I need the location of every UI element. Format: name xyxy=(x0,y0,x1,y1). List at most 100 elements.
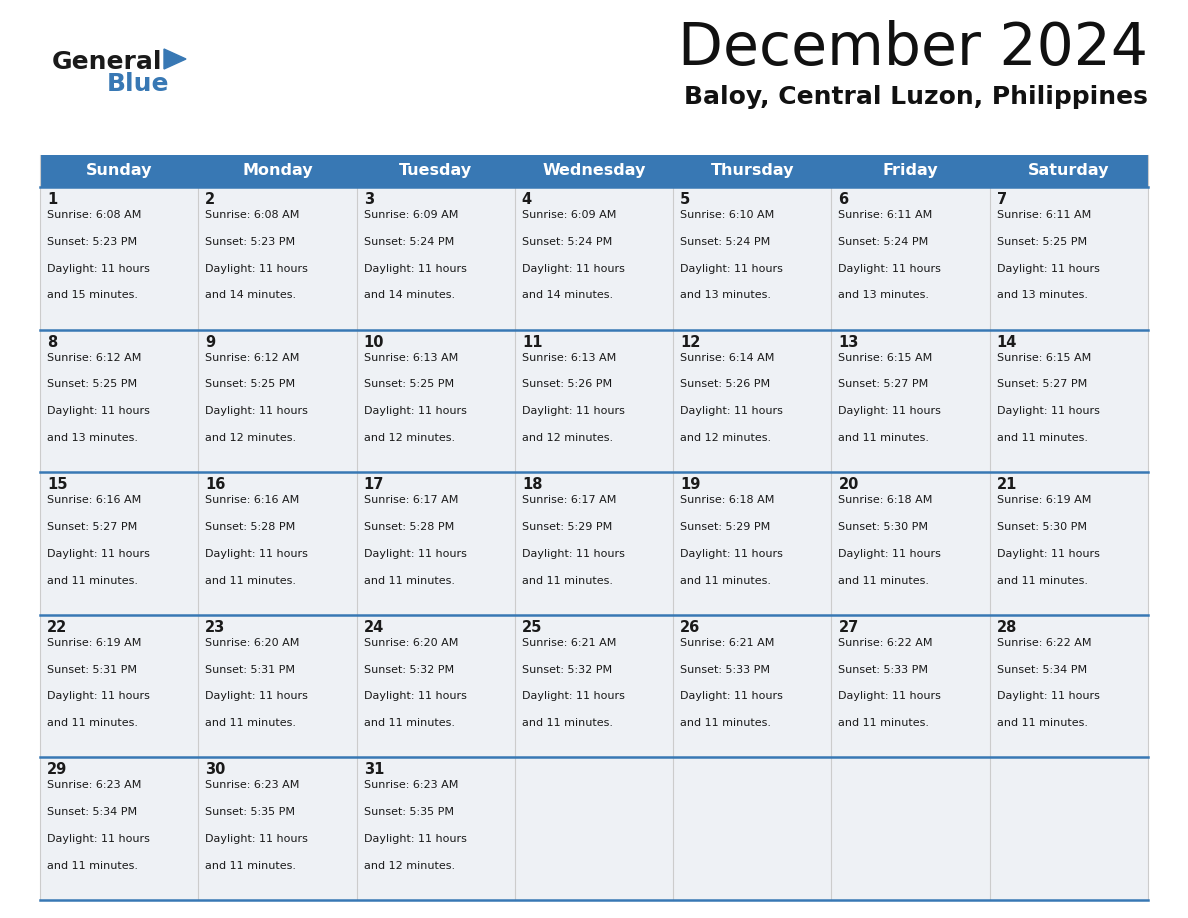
Text: Daylight: 11 hours: Daylight: 11 hours xyxy=(522,406,625,416)
Text: Sunrise: 6:18 AM: Sunrise: 6:18 AM xyxy=(681,495,775,505)
Text: Daylight: 11 hours: Daylight: 11 hours xyxy=(364,549,467,559)
Text: Sunset: 5:23 PM: Sunset: 5:23 PM xyxy=(206,237,296,247)
Text: 24: 24 xyxy=(364,620,384,635)
Text: Sunday: Sunday xyxy=(86,163,152,178)
Bar xyxy=(356,757,514,900)
Text: and 11 minutes.: and 11 minutes. xyxy=(364,718,455,728)
Text: and 12 minutes.: and 12 minutes. xyxy=(364,861,455,871)
Text: Sunrise: 6:16 AM: Sunrise: 6:16 AM xyxy=(206,495,299,505)
Text: Daylight: 11 hours: Daylight: 11 hours xyxy=(681,263,783,274)
Text: 6: 6 xyxy=(839,192,848,207)
Text: and 11 minutes.: and 11 minutes. xyxy=(997,433,1088,443)
Text: Sunset: 5:26 PM: Sunset: 5:26 PM xyxy=(522,379,612,389)
Bar xyxy=(356,187,514,330)
Text: Sunrise: 6:12 AM: Sunrise: 6:12 AM xyxy=(48,353,141,363)
Text: 25: 25 xyxy=(522,620,542,635)
Bar xyxy=(356,472,514,615)
Text: and 11 minutes.: and 11 minutes. xyxy=(522,718,613,728)
Polygon shape xyxy=(164,49,187,69)
Text: Sunset: 5:30 PM: Sunset: 5:30 PM xyxy=(997,522,1087,532)
Text: Sunset: 5:34 PM: Sunset: 5:34 PM xyxy=(997,665,1087,675)
Text: Sunset: 5:24 PM: Sunset: 5:24 PM xyxy=(364,237,454,247)
Text: Daylight: 11 hours: Daylight: 11 hours xyxy=(206,406,308,416)
Text: Monday: Monday xyxy=(242,163,312,178)
Bar xyxy=(198,757,356,900)
Text: 7: 7 xyxy=(997,192,1007,207)
Text: Sunrise: 6:12 AM: Sunrise: 6:12 AM xyxy=(206,353,299,363)
Text: Sunrise: 6:16 AM: Sunrise: 6:16 AM xyxy=(48,495,141,505)
Text: and 13 minutes.: and 13 minutes. xyxy=(48,433,138,443)
Text: December 2024: December 2024 xyxy=(678,20,1148,77)
Bar xyxy=(198,472,356,615)
Text: and 11 minutes.: and 11 minutes. xyxy=(206,576,296,586)
Text: Daylight: 11 hours: Daylight: 11 hours xyxy=(522,691,625,701)
Text: Sunset: 5:31 PM: Sunset: 5:31 PM xyxy=(206,665,296,675)
Bar xyxy=(990,757,1148,900)
Text: Daylight: 11 hours: Daylight: 11 hours xyxy=(48,834,150,844)
Text: Blue: Blue xyxy=(107,72,170,96)
Text: 18: 18 xyxy=(522,477,543,492)
Text: Daylight: 11 hours: Daylight: 11 hours xyxy=(997,263,1100,274)
Bar xyxy=(356,330,514,472)
Text: Sunset: 5:28 PM: Sunset: 5:28 PM xyxy=(364,522,454,532)
Text: Sunrise: 6:08 AM: Sunrise: 6:08 AM xyxy=(206,210,299,220)
Bar xyxy=(40,330,198,472)
Text: Sunset: 5:34 PM: Sunset: 5:34 PM xyxy=(48,807,137,817)
Text: 12: 12 xyxy=(681,334,701,350)
Text: Daylight: 11 hours: Daylight: 11 hours xyxy=(206,263,308,274)
Bar xyxy=(674,472,832,615)
Text: and 13 minutes.: and 13 minutes. xyxy=(839,290,929,300)
Bar xyxy=(832,615,990,757)
Text: and 11 minutes.: and 11 minutes. xyxy=(997,576,1088,586)
Text: and 14 minutes.: and 14 minutes. xyxy=(364,290,455,300)
Text: and 14 minutes.: and 14 minutes. xyxy=(206,290,297,300)
Text: 13: 13 xyxy=(839,334,859,350)
Text: Sunrise: 6:17 AM: Sunrise: 6:17 AM xyxy=(522,495,617,505)
Bar xyxy=(990,472,1148,615)
Text: and 15 minutes.: and 15 minutes. xyxy=(48,290,138,300)
Text: Sunrise: 6:23 AM: Sunrise: 6:23 AM xyxy=(206,780,299,790)
Text: Friday: Friday xyxy=(883,163,939,178)
Text: and 11 minutes.: and 11 minutes. xyxy=(681,576,771,586)
Text: Sunset: 5:25 PM: Sunset: 5:25 PM xyxy=(364,379,454,389)
Bar xyxy=(832,757,990,900)
Text: and 11 minutes.: and 11 minutes. xyxy=(48,718,138,728)
Text: Daylight: 11 hours: Daylight: 11 hours xyxy=(522,263,625,274)
Text: and 13 minutes.: and 13 minutes. xyxy=(997,290,1088,300)
Text: and 12 minutes.: and 12 minutes. xyxy=(364,433,455,443)
Text: Tuesday: Tuesday xyxy=(399,163,473,178)
Text: and 12 minutes.: and 12 minutes. xyxy=(522,433,613,443)
Text: Sunset: 5:33 PM: Sunset: 5:33 PM xyxy=(681,665,770,675)
Bar xyxy=(40,472,198,615)
Text: and 11 minutes.: and 11 minutes. xyxy=(206,718,296,728)
Text: Daylight: 11 hours: Daylight: 11 hours xyxy=(48,406,150,416)
Text: Sunrise: 6:23 AM: Sunrise: 6:23 AM xyxy=(364,780,457,790)
Text: 19: 19 xyxy=(681,477,701,492)
Text: and 11 minutes.: and 11 minutes. xyxy=(839,433,929,443)
Text: Sunrise: 6:22 AM: Sunrise: 6:22 AM xyxy=(839,638,933,648)
Text: Sunset: 5:27 PM: Sunset: 5:27 PM xyxy=(839,379,929,389)
Text: Sunset: 5:27 PM: Sunset: 5:27 PM xyxy=(48,522,138,532)
Text: Sunrise: 6:17 AM: Sunrise: 6:17 AM xyxy=(364,495,457,505)
Text: Sunrise: 6:13 AM: Sunrise: 6:13 AM xyxy=(522,353,617,363)
Text: Sunset: 5:32 PM: Sunset: 5:32 PM xyxy=(522,665,612,675)
Text: and 11 minutes.: and 11 minutes. xyxy=(839,576,929,586)
Text: 1: 1 xyxy=(48,192,57,207)
Text: 22: 22 xyxy=(48,620,68,635)
Bar xyxy=(832,187,990,330)
Text: Daylight: 11 hours: Daylight: 11 hours xyxy=(206,691,308,701)
Text: Sunrise: 6:22 AM: Sunrise: 6:22 AM xyxy=(997,638,1092,648)
Text: Sunrise: 6:20 AM: Sunrise: 6:20 AM xyxy=(206,638,299,648)
Text: Sunrise: 6:19 AM: Sunrise: 6:19 AM xyxy=(997,495,1091,505)
Text: 21: 21 xyxy=(997,477,1017,492)
Text: Sunset: 5:35 PM: Sunset: 5:35 PM xyxy=(364,807,454,817)
Text: Sunset: 5:35 PM: Sunset: 5:35 PM xyxy=(206,807,296,817)
Bar xyxy=(832,330,990,472)
Text: 4: 4 xyxy=(522,192,532,207)
Text: 17: 17 xyxy=(364,477,384,492)
Text: Sunrise: 6:15 AM: Sunrise: 6:15 AM xyxy=(839,353,933,363)
Text: Saturday: Saturday xyxy=(1028,163,1110,178)
Text: 10: 10 xyxy=(364,334,384,350)
Bar xyxy=(356,615,514,757)
Text: Daylight: 11 hours: Daylight: 11 hours xyxy=(681,549,783,559)
